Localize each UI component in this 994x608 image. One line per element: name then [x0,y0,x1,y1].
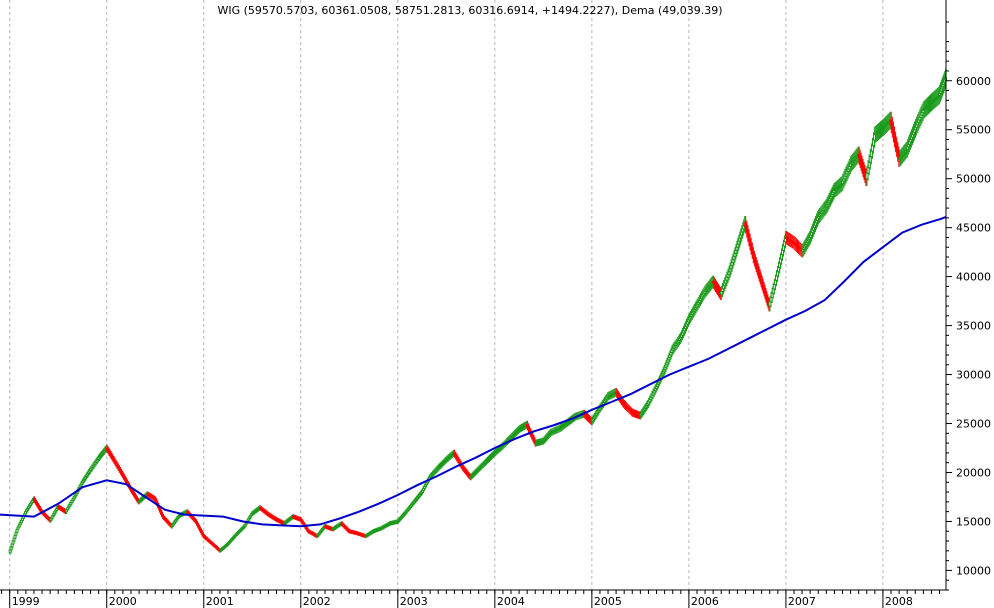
x-tick-label-2003: 2003 [400,595,428,608]
y-tick-label-15000: 15000 [956,515,991,528]
x-tick-label-2004: 2004 [497,595,525,608]
y-tick-label-10000: 10000 [956,564,991,577]
x-axis: 1999 2000 2001 2002 2003 2004 2005 2006 2007 2008 [1,590,941,608]
x-tick-label-2006: 2006 [691,595,719,608]
chart-title: WIG (59570.5703, 60361.0508, 58751.2813,… [217,4,722,17]
y-tick-label-60000: 60000 [956,75,991,88]
price-candles [8,68,948,555]
x-tick-label-2001: 2001 [206,595,234,608]
y-tick-label-35000: 35000 [956,320,991,333]
vertical-gridlines [9,0,884,590]
x-tick-label-2007: 2007 [788,595,816,608]
y-tick-label-45000: 45000 [956,222,991,235]
y-tick-label-55000: 55000 [956,124,991,137]
y-tick-label-20000: 20000 [956,466,991,479]
x-tick-label-2005: 2005 [594,595,622,608]
y-axis: 10000 15000 20000 25000 30000 35000 40000 45000… [946,21,991,591]
x-tick-label-2000: 2000 [109,595,137,608]
y-tick-label-40000: 40000 [956,271,991,284]
y-tick-label-25000: 25000 [956,418,991,431]
x-tick-label-1999: 1999 [12,595,40,608]
y-tick-label-50000: 50000 [956,173,991,186]
y-tick-label-30000: 30000 [956,369,991,382]
x-tick-label-2002: 2002 [303,595,331,608]
x-tick-label-2008: 2008 [885,595,913,608]
dema-line [0,215,947,528]
dema-series-path [0,215,947,528]
